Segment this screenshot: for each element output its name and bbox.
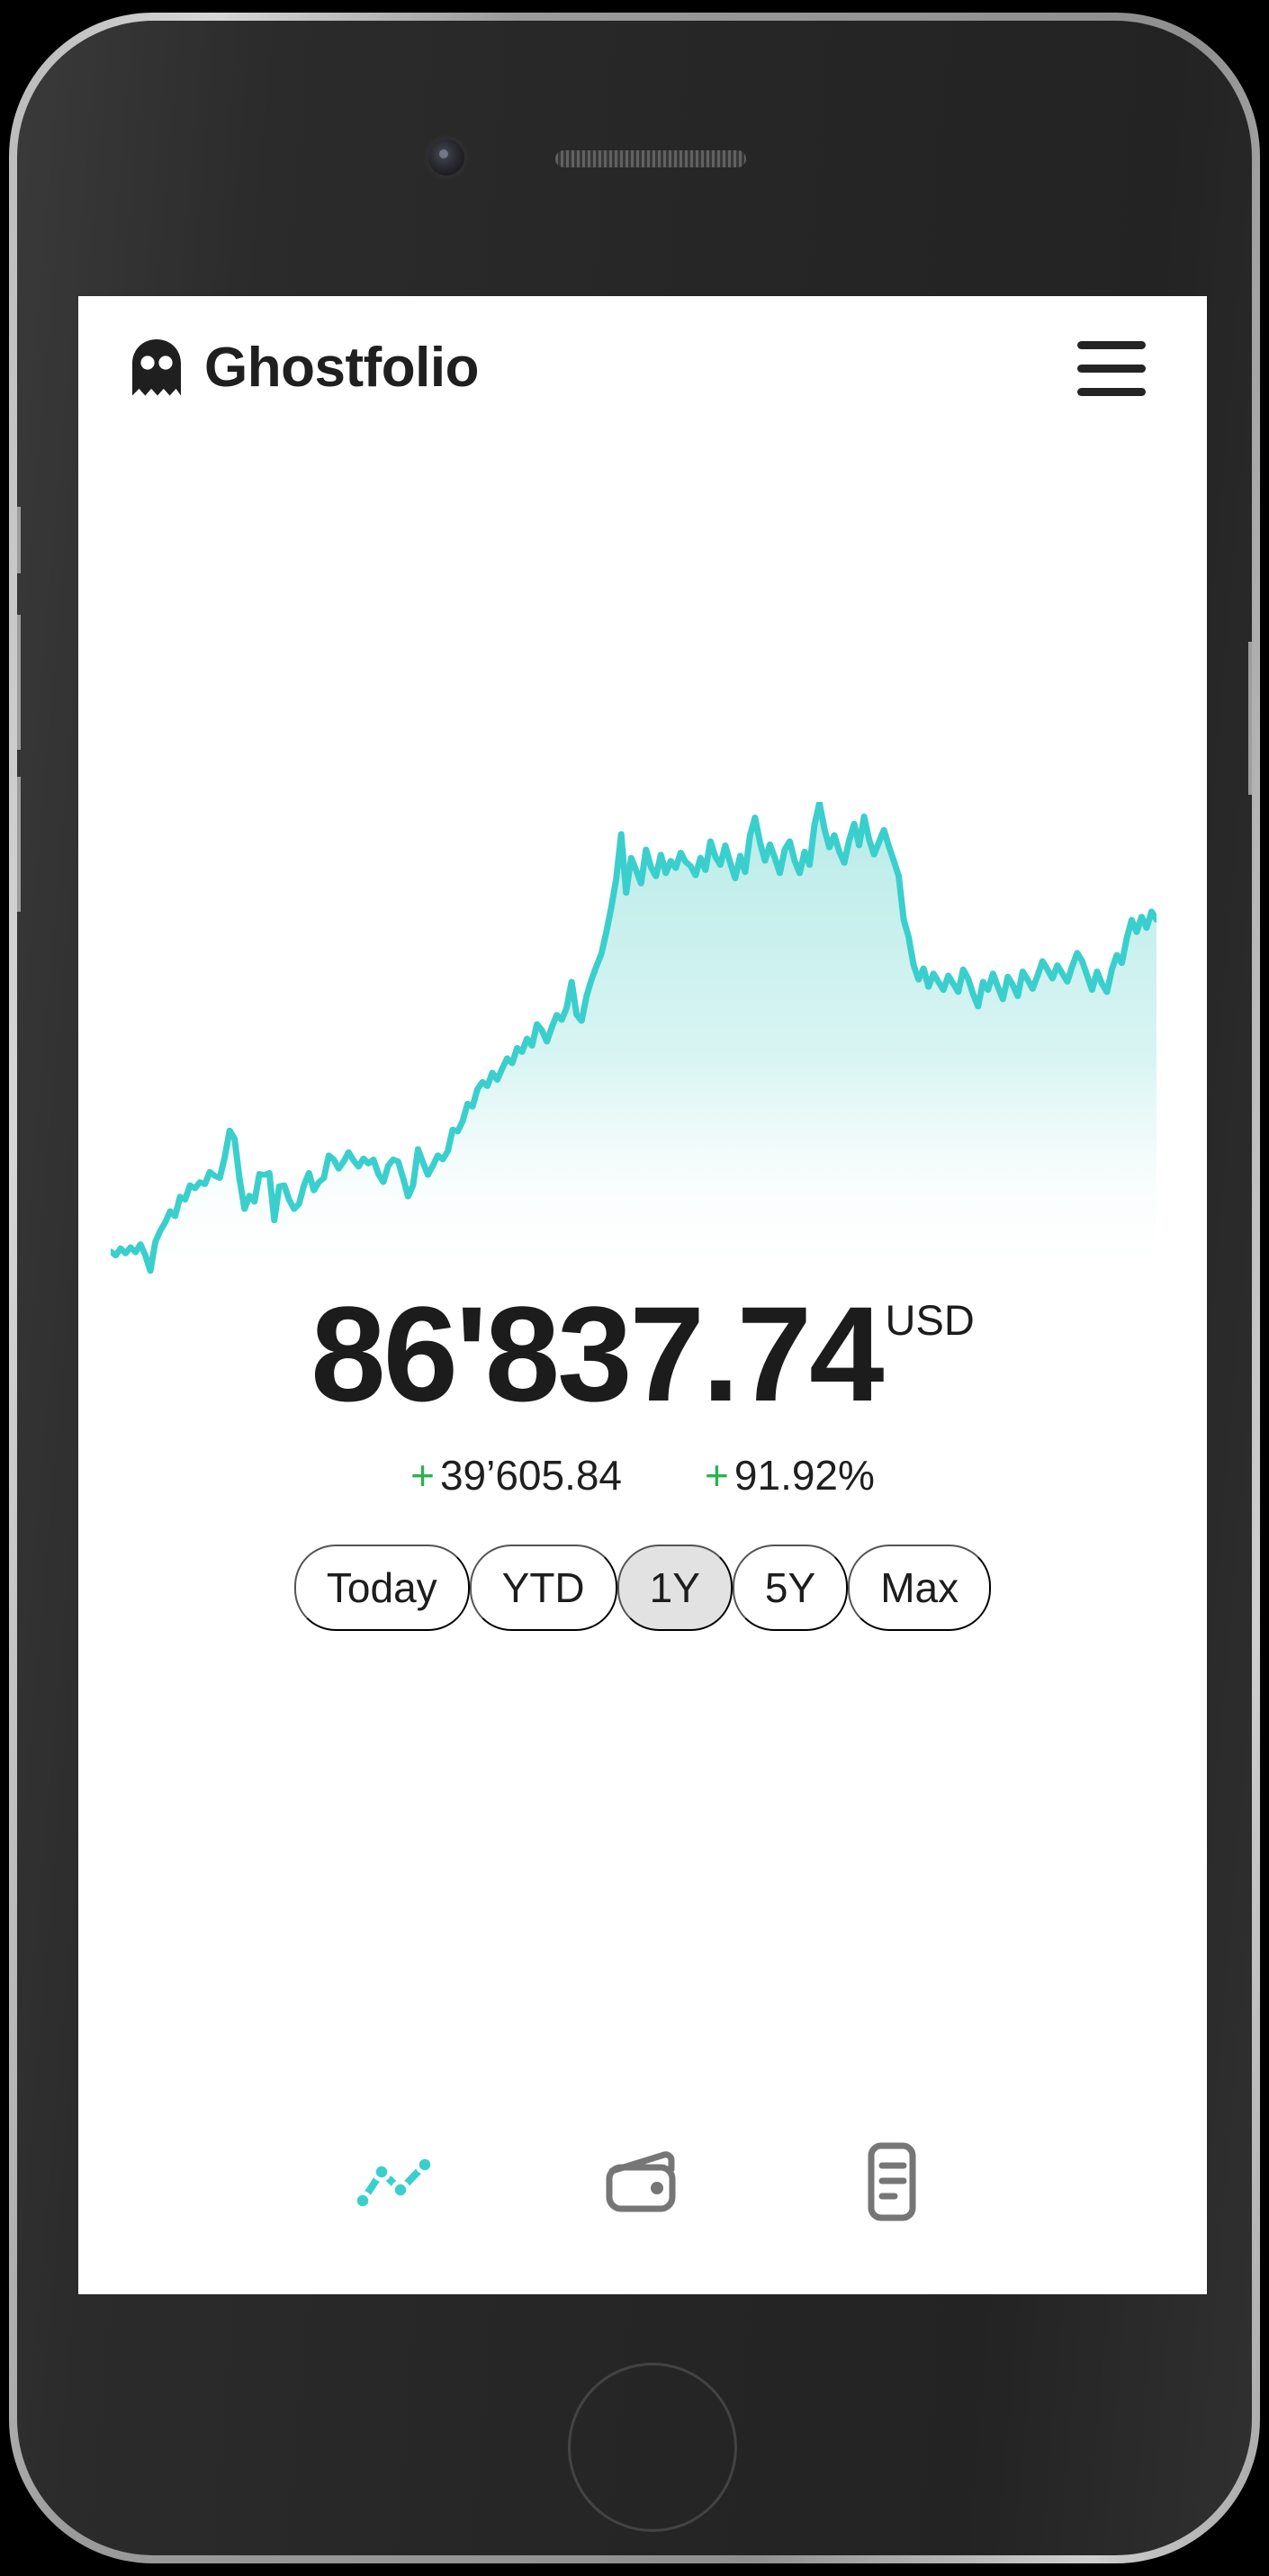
- volume-down-button[interactable]: [17, 777, 21, 912]
- home-button[interactable]: [568, 2363, 737, 2532]
- phone-screen: Ghostfolio: [78, 296, 1207, 2294]
- app-header: Ghostfolio: [78, 296, 1207, 440]
- chart-area-fill: [111, 803, 1156, 1277]
- absolute-change-sign: +: [410, 1451, 435, 1499]
- currency-code: USD: [885, 1296, 975, 1344]
- absolute-change-value: 39’605.84: [439, 1451, 623, 1499]
- range-option-max[interactable]: Max: [848, 1544, 992, 1631]
- time-range-selector[interactable]: Today YTD 1Y 5Y Max: [78, 1544, 1207, 1631]
- menu-bar-1: [1077, 340, 1146, 349]
- camera-lens-dot: [439, 149, 448, 158]
- portfolio-chart-svg: [111, 802, 1156, 1277]
- brand-name: Ghostfolio: [204, 337, 479, 399]
- phone-body: Ghostfolio: [17, 21, 1252, 2555]
- percent-change-sign: +: [705, 1451, 729, 1499]
- portfolio-value-row: 86'837.74 USD: [78, 1278, 1207, 1429]
- front-camera-icon: [428, 140, 464, 176]
- nav-item-transactions[interactable]: [848, 2139, 934, 2225]
- menu-bar-2: [1077, 364, 1146, 373]
- ghost-icon: [132, 339, 181, 396]
- hamburger-menu-icon[interactable]: [1077, 337, 1158, 400]
- phone-frame: Ghostfolio: [9, 13, 1260, 2563]
- main-content: 86'837.74 USD +39’605.84 +91.92% Today: [78, 440, 1207, 2105]
- nav-item-overview[interactable]: [351, 2139, 437, 2225]
- wallet-icon: [606, 2151, 676, 2212]
- power-button[interactable]: [1248, 642, 1252, 795]
- range-option-1y[interactable]: 1Y: [616, 1544, 733, 1631]
- line-chart-icon: [353, 2155, 435, 2211]
- bottom-navigation: [78, 2105, 1207, 2294]
- portfolio-summary: 86'837.74 USD +39’605.84 +91.92%: [78, 1278, 1207, 1500]
- percent-change: +91.92%: [705, 1451, 875, 1500]
- range-option-today[interactable]: Today: [293, 1544, 470, 1631]
- absolute-change: +39’605.84: [410, 1451, 622, 1500]
- portfolio-chart[interactable]: [78, 802, 1207, 1277]
- brand-logo[interactable]: Ghostfolio: [129, 338, 479, 398]
- percent-change-value: 91.92%: [734, 1451, 875, 1499]
- range-option-ytd[interactable]: YTD: [469, 1544, 617, 1631]
- portfolio-value: 86'837.74: [310, 1278, 884, 1429]
- menu-bar-3: [1077, 387, 1146, 396]
- nav-item-portfolio[interactable]: [599, 2139, 686, 2225]
- range-option-5y[interactable]: 5Y: [732, 1544, 849, 1631]
- change-indicators: +39’605.84 +91.92%: [78, 1451, 1207, 1500]
- chart-line: [111, 802, 1156, 1274]
- document-list-icon: [868, 2142, 916, 2221]
- earpiece-speaker: [555, 150, 746, 167]
- volume-up-button[interactable]: [17, 615, 21, 750]
- silent-switch[interactable]: [17, 507, 21, 573]
